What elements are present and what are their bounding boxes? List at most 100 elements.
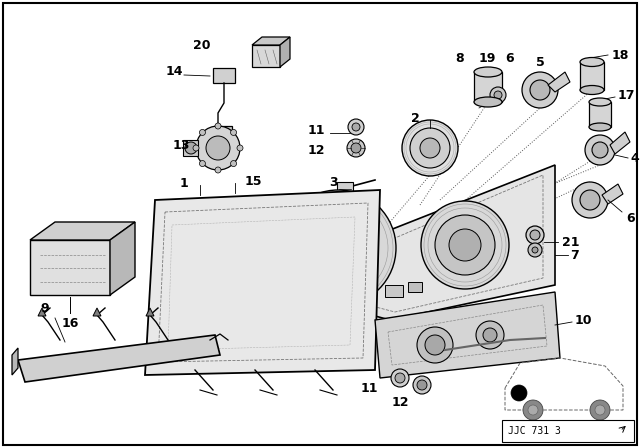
Polygon shape xyxy=(18,335,220,382)
Circle shape xyxy=(193,145,199,151)
Circle shape xyxy=(421,201,509,289)
Circle shape xyxy=(200,160,205,167)
Polygon shape xyxy=(93,308,101,316)
Circle shape xyxy=(352,123,360,131)
Circle shape xyxy=(435,215,495,275)
Text: 8: 8 xyxy=(456,52,464,65)
Circle shape xyxy=(580,190,600,210)
Circle shape xyxy=(528,405,538,415)
Circle shape xyxy=(530,80,550,100)
Circle shape xyxy=(410,128,450,168)
Circle shape xyxy=(230,160,237,167)
Text: 10: 10 xyxy=(575,314,593,327)
Circle shape xyxy=(215,123,221,129)
Circle shape xyxy=(196,126,240,170)
Bar xyxy=(213,68,235,83)
Circle shape xyxy=(590,400,610,420)
Polygon shape xyxy=(280,37,290,67)
Text: 6: 6 xyxy=(506,52,515,65)
Text: 21: 21 xyxy=(562,236,579,249)
Circle shape xyxy=(449,229,481,261)
Bar xyxy=(408,282,422,292)
Polygon shape xyxy=(145,190,380,375)
Circle shape xyxy=(316,226,360,270)
Circle shape xyxy=(417,380,427,390)
Circle shape xyxy=(206,136,230,160)
Circle shape xyxy=(592,142,608,158)
Circle shape xyxy=(391,369,409,387)
Text: 13: 13 xyxy=(173,138,190,151)
Polygon shape xyxy=(252,45,280,67)
Circle shape xyxy=(511,385,527,401)
Circle shape xyxy=(532,247,538,253)
Circle shape xyxy=(351,143,361,153)
Circle shape xyxy=(402,120,458,176)
Polygon shape xyxy=(110,222,135,295)
Text: 19: 19 xyxy=(478,52,496,65)
Polygon shape xyxy=(252,37,290,45)
Text: 7: 7 xyxy=(570,249,579,262)
Ellipse shape xyxy=(580,86,604,95)
Bar xyxy=(589,102,611,127)
Ellipse shape xyxy=(580,57,604,66)
Circle shape xyxy=(494,91,502,99)
Text: 1: 1 xyxy=(179,177,188,190)
Polygon shape xyxy=(12,348,18,375)
Bar xyxy=(183,140,198,156)
Ellipse shape xyxy=(474,67,502,77)
Circle shape xyxy=(476,321,504,349)
Text: 9: 9 xyxy=(41,302,49,314)
Ellipse shape xyxy=(474,97,502,107)
Circle shape xyxy=(528,243,542,257)
Polygon shape xyxy=(610,132,630,154)
Circle shape xyxy=(572,182,608,218)
Bar xyxy=(474,72,502,102)
Text: 16: 16 xyxy=(61,316,79,329)
Circle shape xyxy=(280,190,396,306)
Polygon shape xyxy=(30,222,135,240)
Text: 12: 12 xyxy=(391,396,409,409)
Circle shape xyxy=(237,145,243,151)
Polygon shape xyxy=(240,165,555,320)
Circle shape xyxy=(395,373,405,383)
Text: 14: 14 xyxy=(166,65,183,78)
Text: 18: 18 xyxy=(612,48,629,61)
Bar xyxy=(580,62,604,90)
Circle shape xyxy=(298,208,378,288)
Circle shape xyxy=(595,405,605,415)
Ellipse shape xyxy=(589,123,611,131)
Polygon shape xyxy=(146,308,154,316)
Circle shape xyxy=(420,138,440,158)
Text: 5: 5 xyxy=(536,56,545,69)
Circle shape xyxy=(185,142,197,154)
Circle shape xyxy=(425,335,445,355)
Circle shape xyxy=(523,400,543,420)
Circle shape xyxy=(526,226,544,244)
Circle shape xyxy=(347,139,365,157)
Text: 4: 4 xyxy=(630,151,639,164)
Circle shape xyxy=(230,129,237,135)
Bar xyxy=(385,285,403,297)
Text: 17: 17 xyxy=(618,89,636,102)
Circle shape xyxy=(490,87,506,103)
Polygon shape xyxy=(602,184,623,204)
Circle shape xyxy=(200,129,205,135)
Text: 2: 2 xyxy=(411,112,419,125)
Text: 11: 11 xyxy=(360,382,378,395)
Circle shape xyxy=(417,327,453,363)
Polygon shape xyxy=(30,240,110,295)
Polygon shape xyxy=(375,292,560,378)
Circle shape xyxy=(348,119,364,135)
Text: 20: 20 xyxy=(193,39,210,52)
Circle shape xyxy=(522,72,558,108)
Bar xyxy=(214,126,232,138)
Circle shape xyxy=(413,376,431,394)
Circle shape xyxy=(530,230,540,240)
Text: 15: 15 xyxy=(245,175,262,188)
Circle shape xyxy=(215,167,221,173)
Circle shape xyxy=(483,328,497,342)
Text: JJC 731 3: JJC 731 3 xyxy=(508,426,561,436)
Circle shape xyxy=(585,135,615,165)
Text: 12: 12 xyxy=(307,143,325,156)
Bar xyxy=(502,420,634,442)
